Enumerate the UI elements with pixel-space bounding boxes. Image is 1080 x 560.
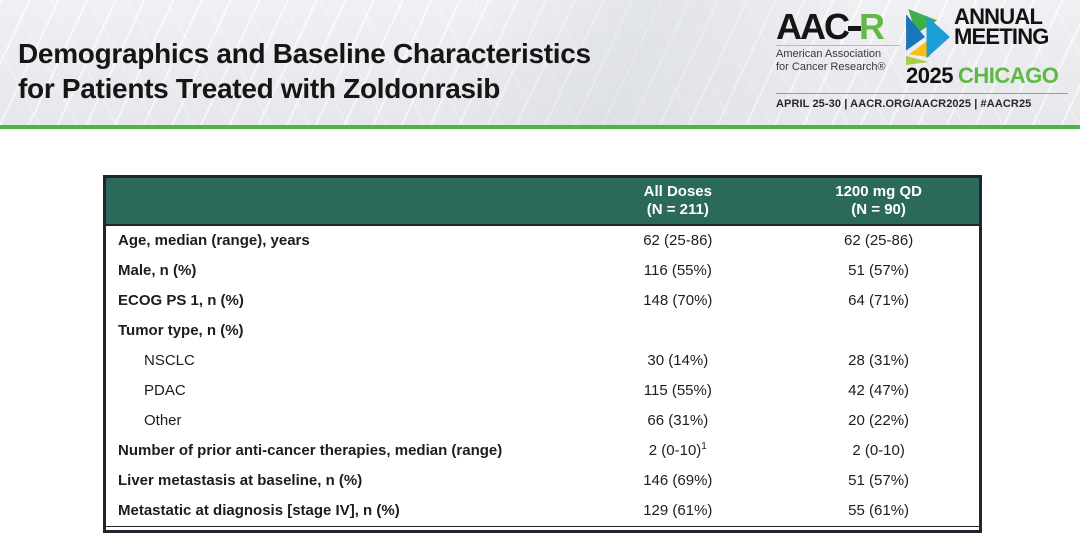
table-row: Other 66 (31%) 20 (22%)	[106, 406, 979, 436]
table-body: Age, median (range), years 62 (25-86) 62 (…	[106, 225, 979, 527]
header-band	[0, 0, 1080, 129]
logo-divider	[776, 93, 1068, 94]
table-row: ECOG PS 1, n (%) 148 (70%) 64 (71%)	[106, 286, 979, 316]
meeting-city: CHICAGO	[957, 63, 1059, 88]
aacr-wordmark-r: R	[859, 6, 885, 47]
meeting-year: 2025	[906, 63, 953, 88]
aacr-wordmark: AAC R American Association for Cancer Re…	[776, 6, 900, 74]
row-label: Metastatic at diagnosis [stage IV], n (%…	[106, 496, 578, 527]
meeting-line1: ANNUAL	[954, 4, 1043, 29]
all-doses-value: 66 (31%)	[647, 412, 709, 429]
aacr-wordmark-bar	[848, 25, 861, 31]
aacr-wordmark-prefix: AAC	[776, 6, 850, 47]
aacr-org-line2: for Cancer Research®	[776, 61, 886, 73]
table-row: Liver metastasis at baseline, n (%) 146 (…	[106, 466, 979, 496]
table-row: Tumor type, n (%)	[106, 316, 979, 346]
table-row: Number of prior anti-cancer therapies, m…	[106, 436, 979, 466]
aacr-wordmark-divider	[776, 45, 900, 46]
annual-meeting-lockup: ANNUAL MEETING 2025 CHICAGO	[906, 4, 1059, 88]
row-label: Male, n (%)	[118, 262, 197, 279]
all-doses-value: 62 (25-86)	[643, 232, 713, 249]
demographics-table: All Doses (N = 211) 1200 mg QD (N = 90) …	[103, 175, 982, 533]
qd1200-value: 64 (71%)	[848, 292, 910, 309]
aacr-arrow-mark-icon	[906, 9, 950, 65]
all-doses-value: 30 (14%)	[647, 352, 709, 369]
row-label: Tumor type, n (%)	[118, 322, 244, 339]
qd1200-value	[778, 316, 979, 346]
table-row: PDAC 115 (55%) 42 (47%)	[106, 376, 979, 406]
row-label: ECOG PS 1, n (%)	[118, 292, 244, 309]
label-column-header	[106, 178, 578, 226]
row-label: NSCLC	[144, 352, 195, 369]
row-label: PDAC	[144, 382, 186, 399]
slide-title: Demographics and Baseline Characteristic…	[18, 36, 718, 106]
qd1200-value: 51 (57%)	[848, 472, 910, 489]
all-doses-value: 148 (70%)	[643, 292, 713, 309]
all-doses-value	[577, 316, 778, 346]
qd1200-header-line1: 1200 mg QD	[835, 183, 922, 200]
qd1200-value: 51 (57%)	[848, 262, 910, 279]
table-row: Metastatic at diagnosis [stage IV], n (%…	[106, 496, 979, 527]
qd1200-value: 2 (0-10)	[852, 442, 905, 459]
aacr-org-line1: American Association	[776, 48, 882, 60]
meeting-info-line: APRIL 25-30 | AACR.ORG/AACR2025 | #AACR2…	[776, 98, 1032, 110]
qd1200-value: 62 (25-86)	[843, 232, 914, 249]
slide-title-line1: Demographics and Baseline Characteristic…	[18, 38, 591, 69]
row-label: Number of prior anti-cancer therapies, m…	[118, 442, 503, 459]
all-doses-header-line2: (N = 211)	[646, 201, 709, 218]
all-doses-value: 2 (0-10)1	[648, 441, 707, 460]
footnote-marker: 1	[701, 441, 707, 452]
all-doses-value: 129 (61%)	[577, 496, 779, 527]
aacr-logo: AAC R American Association for Cancer Re…	[776, 4, 1068, 110]
all-doses-value: 116 (55%)	[643, 262, 712, 279]
meeting-line2: MEETING	[954, 24, 1049, 49]
qd1200-header-line2: (N = 90)	[851, 201, 906, 218]
row-label: Liver metastasis at baseline, n (%)	[118, 472, 363, 489]
qd1200-value: 28 (31%)	[848, 352, 910, 369]
all-doses-header-line1: All Doses	[643, 183, 712, 200]
table-row: Age, median (range), years 62 (25-86) 62 (…	[106, 225, 979, 256]
all-doses-value: 115 (55%)	[643, 382, 712, 399]
row-label: Other	[144, 412, 182, 429]
qd1200-value: 55 (61%)	[778, 496, 979, 527]
qd1200-value: 42 (47%)	[848, 382, 910, 399]
all-doses-value: 146 (69%)	[643, 472, 713, 489]
table-header-row: All Doses (N = 211) 1200 mg QD (N = 90)	[106, 178, 979, 226]
table-row: NSCLC 30 (14%) 28 (31%)	[106, 346, 979, 376]
row-label: Age, median (range), years	[118, 232, 310, 249]
qd1200-column-header: 1200 mg QD (N = 90)	[778, 178, 979, 226]
slide-title-line2: for Patients Treated with Zoldonrasib	[18, 73, 501, 104]
table-row: Male, n (%) 116 (55%) 51 (57%)	[106, 256, 979, 286]
all-doses-column-header: All Doses (N = 211)	[577, 178, 779, 226]
qd1200-value: 20 (22%)	[848, 412, 910, 429]
